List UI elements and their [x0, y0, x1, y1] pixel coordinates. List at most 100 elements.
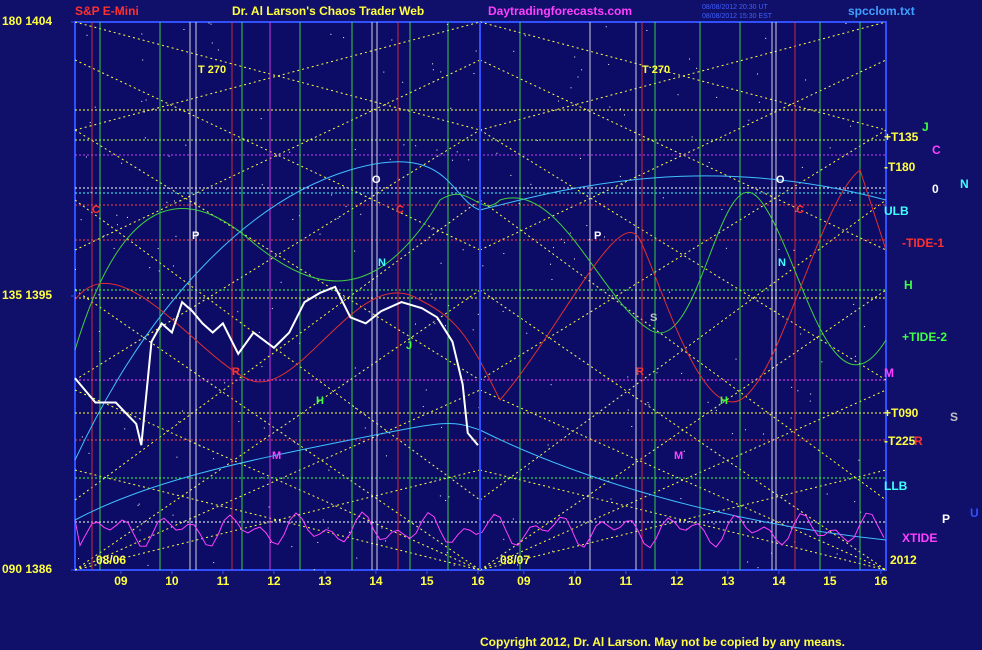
star — [292, 218, 294, 220]
star — [224, 382, 226, 384]
harmonic-line — [479, 21, 887, 131]
star — [141, 100, 143, 102]
star — [482, 265, 484, 267]
star — [477, 313, 479, 315]
x-tick-label: 14 — [772, 574, 786, 588]
star — [258, 331, 260, 333]
star — [793, 249, 795, 251]
star — [849, 200, 851, 202]
right-label: 0 — [932, 182, 939, 196]
star — [139, 529, 141, 531]
star — [178, 421, 180, 423]
star — [343, 37, 345, 39]
star — [456, 151, 458, 153]
x-tick-label: 13 — [318, 574, 332, 588]
star — [845, 23, 847, 25]
star — [579, 157, 581, 159]
right-label: S — [950, 410, 958, 424]
star — [564, 242, 566, 244]
left-title: S&P E-Mini — [75, 4, 139, 18]
star — [763, 433, 765, 435]
cycle-curve — [74, 169, 887, 403]
star — [503, 253, 505, 255]
annotation: M — [272, 450, 281, 462]
star — [150, 293, 152, 295]
star — [627, 409, 629, 411]
star — [319, 233, 321, 235]
star — [425, 389, 427, 391]
star — [526, 332, 528, 334]
star — [528, 468, 530, 470]
star — [434, 299, 436, 301]
right-label: J — [922, 120, 929, 134]
star — [432, 69, 434, 71]
star — [327, 527, 329, 529]
star — [748, 119, 750, 121]
star — [161, 294, 163, 296]
right-label: -TIDE-1 — [902, 236, 944, 250]
star — [570, 87, 572, 89]
star — [604, 236, 606, 238]
star — [529, 289, 531, 291]
star — [313, 569, 315, 571]
star — [260, 118, 262, 120]
star — [434, 323, 436, 325]
star — [328, 469, 330, 471]
x-tick-label: 11 — [217, 574, 230, 588]
star — [858, 459, 860, 461]
star — [183, 28, 185, 30]
star — [573, 258, 575, 260]
star — [725, 247, 727, 249]
x-tick-label: 09 — [114, 574, 128, 588]
star — [391, 39, 393, 41]
star — [389, 158, 391, 160]
star — [721, 208, 723, 210]
star — [354, 250, 356, 252]
star — [462, 249, 464, 251]
right-label: XTIDE — [902, 531, 937, 545]
star — [261, 366, 263, 368]
x-tick-label: 15 — [420, 574, 434, 588]
star — [430, 293, 432, 295]
star — [441, 426, 443, 428]
star — [436, 149, 438, 151]
harmonic-line — [479, 389, 887, 571]
star — [690, 379, 692, 381]
star — [450, 107, 452, 109]
star — [475, 50, 477, 52]
harmonic-line — [479, 289, 887, 571]
star — [158, 270, 160, 272]
star — [185, 144, 187, 146]
star — [621, 184, 623, 186]
star — [422, 406, 424, 408]
annotation: P — [192, 230, 199, 242]
x-tick-label: 10 — [165, 574, 179, 588]
star — [623, 114, 625, 116]
star — [696, 67, 698, 69]
timestamp: 08/08/2012 20:30 UT — [702, 4, 768, 11]
x-tick-label: 12 — [670, 574, 684, 588]
star — [805, 79, 807, 81]
star — [472, 329, 474, 331]
annotation: C — [396, 204, 404, 216]
x-tick-label: 10 — [568, 574, 582, 588]
star — [210, 23, 212, 25]
star — [791, 386, 793, 388]
harmonic-line — [74, 129, 481, 381]
star — [707, 401, 709, 403]
star — [291, 546, 293, 548]
right-label: ULB — [884, 204, 909, 218]
x-tick-label: 16 — [471, 574, 485, 588]
star — [364, 427, 366, 429]
right-label: N — [960, 177, 969, 191]
star — [854, 501, 856, 503]
star — [708, 162, 710, 164]
star — [680, 498, 682, 500]
star — [144, 137, 146, 139]
star — [173, 200, 175, 202]
star — [829, 147, 831, 149]
star — [854, 355, 856, 357]
year-label: 2012 — [890, 553, 917, 567]
star — [466, 191, 468, 193]
